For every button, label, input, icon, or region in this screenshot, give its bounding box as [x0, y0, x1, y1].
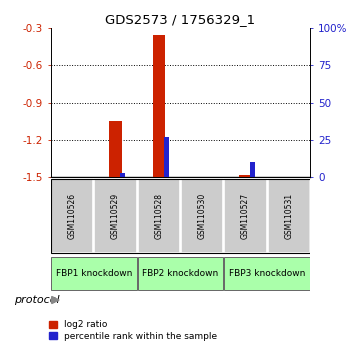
Bar — [164, 137, 169, 177]
FancyBboxPatch shape — [224, 178, 267, 253]
FancyBboxPatch shape — [181, 178, 223, 253]
FancyBboxPatch shape — [94, 178, 137, 253]
FancyBboxPatch shape — [268, 178, 310, 253]
Text: FBP2 knockdown: FBP2 knockdown — [142, 269, 219, 278]
FancyBboxPatch shape — [138, 178, 180, 253]
Legend: log2 ratio, percentile rank within the sample: log2 ratio, percentile rank within the s… — [48, 320, 218, 342]
FancyBboxPatch shape — [51, 257, 137, 290]
Bar — [109, 121, 122, 177]
FancyBboxPatch shape — [138, 257, 223, 290]
Title: GDS2573 / 1756329_1: GDS2573 / 1756329_1 — [105, 13, 256, 26]
Text: protocol: protocol — [14, 295, 60, 305]
Text: FBP3 knockdown: FBP3 knockdown — [229, 269, 305, 278]
Text: GSM110527: GSM110527 — [241, 193, 250, 239]
Text: GSM110528: GSM110528 — [155, 193, 163, 239]
FancyBboxPatch shape — [51, 178, 93, 253]
Text: GSM110530: GSM110530 — [198, 193, 206, 239]
Text: GSM110526: GSM110526 — [68, 193, 77, 239]
Bar — [153, 35, 165, 177]
Text: FBP1 knockdown: FBP1 knockdown — [56, 269, 132, 278]
Bar — [250, 162, 255, 177]
FancyBboxPatch shape — [224, 257, 310, 290]
Text: GSM110531: GSM110531 — [284, 193, 293, 239]
Text: GSM110529: GSM110529 — [111, 193, 120, 239]
Bar — [120, 172, 125, 177]
Bar — [239, 175, 252, 177]
